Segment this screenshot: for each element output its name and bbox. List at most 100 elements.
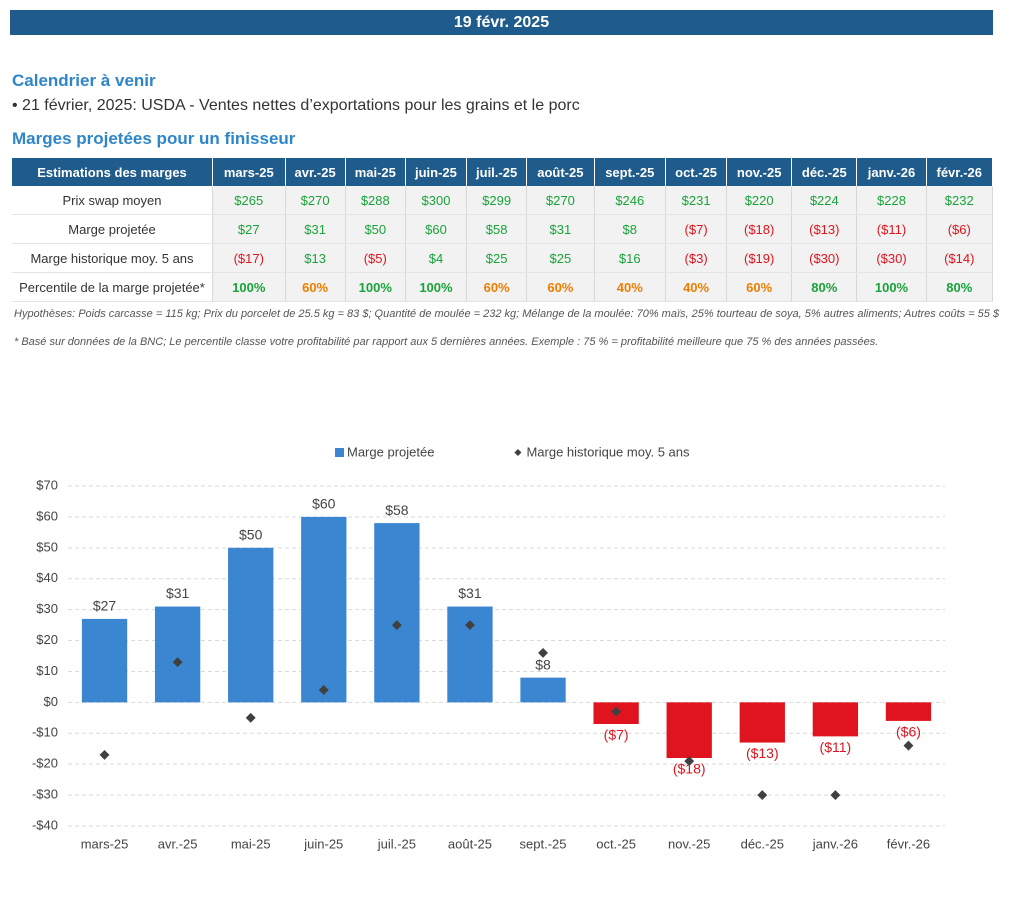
legend-swatch — [514, 448, 522, 457]
data-label: $60 — [312, 496, 336, 512]
table-row: Marge historique moy. 5 ans ($17) $13 ($5) $… — [12, 243, 994, 273]
point — [465, 620, 475, 631]
point — [538, 647, 548, 658]
cell: ($17) — [212, 243, 286, 273]
section-title: Calendrier à venir — [12, 71, 156, 90]
y-tick-label: $40 — [36, 570, 58, 585]
cell: ($5) — [345, 243, 406, 273]
cell: $4 — [405, 243, 468, 273]
bar — [228, 547, 274, 703]
point — [757, 790, 768, 801]
data-label: ($13) — [746, 745, 779, 761]
cell: $58 — [466, 214, 528, 244]
margin-table: Estimations des marges mars-25 avr.-25 mai-… — [12, 158, 994, 302]
cell: ($13) — [791, 214, 858, 244]
cell: $50 — [345, 214, 406, 244]
date-banner: 19 févr. 2025 — [10, 10, 993, 35]
row-label: Marge historique moy. 5 ans — [12, 243, 213, 273]
cell: $231 — [665, 186, 728, 215]
point — [172, 657, 183, 668]
column-header: mai-25 — [345, 158, 406, 186]
column-header: avr.-25 — [285, 158, 346, 186]
point — [903, 740, 914, 751]
point — [830, 790, 841, 801]
cell: 80% — [791, 272, 858, 302]
y-tick-label: -$40 — [32, 817, 58, 832]
cell: $27 — [212, 214, 286, 244]
y-tick-label: -$10 — [32, 725, 58, 740]
x-tick-label: juin-25 — [303, 836, 343, 851]
x-tick-label: févr.-26 — [887, 836, 930, 851]
data-label: $31 — [166, 585, 190, 601]
cell: $31 — [285, 214, 346, 244]
section-title: Marges projetées pour un finisseur — [12, 129, 296, 148]
x-tick-label: mars-25 — [81, 836, 129, 851]
cell: 60% — [526, 272, 595, 302]
bar — [739, 702, 785, 743]
data-label: $58 — [385, 502, 409, 518]
cell: ($14) — [926, 243, 994, 273]
data-label: ($6) — [896, 724, 921, 740]
data-label: $50 — [239, 527, 263, 543]
cell: ($11) — [856, 214, 927, 244]
data-label: $31 — [458, 585, 482, 601]
note: Hypothèses: Poids carcasse = 115 kg; Pri… — [14, 308, 1000, 320]
row-label: Marge projetée — [12, 214, 213, 244]
y-tick-label: -$30 — [32, 787, 58, 802]
bar — [520, 677, 566, 703]
table-row: Prix swap moyen $265 $270 $288 $300 $299 $270 $… — [12, 186, 994, 215]
cell: $288 — [345, 186, 406, 215]
x-tick-label: oct.-25 — [596, 836, 636, 851]
cell: $8 — [594, 214, 667, 244]
x-tick-label: juil.-25 — [377, 836, 416, 851]
y-tick-label: -$20 — [32, 756, 58, 771]
cell: $300 — [405, 186, 468, 215]
cell: 100% — [212, 272, 286, 302]
cell: ($3) — [665, 243, 728, 273]
point — [318, 685, 329, 695]
point — [684, 756, 695, 767]
note: * Basé sur données de la BNC; Le percent… — [14, 336, 879, 348]
cell: 40% — [594, 272, 667, 302]
cell: $60 — [405, 214, 468, 244]
bar — [301, 516, 347, 703]
x-tick-label: sept.-25 — [520, 836, 567, 851]
cell: $246 — [594, 186, 667, 215]
point — [391, 620, 402, 631]
y-tick-label: $0 — [44, 694, 58, 709]
cell: $270 — [526, 186, 595, 215]
column-header: janv.-26 — [856, 158, 927, 186]
column-header: sept.-25 — [594, 158, 667, 186]
bar — [154, 606, 201, 703]
data-label: ($7) — [604, 727, 629, 743]
column-header: Estimations des marges — [12, 158, 213, 186]
column-header: août-25 — [526, 158, 595, 186]
cell: $299 — [466, 186, 528, 215]
cell: 100% — [856, 272, 927, 302]
cell: 60% — [726, 272, 793, 302]
row-label: Percentile de la marge projetée* — [12, 272, 213, 302]
x-tick-label: août-25 — [448, 836, 492, 851]
column-header: févr.-26 — [926, 158, 994, 186]
legend-swatch — [335, 448, 344, 457]
data-label: $27 — [93, 598, 117, 614]
bar — [666, 702, 712, 758]
column-header: déc.-25 — [791, 158, 858, 186]
cell: 60% — [466, 272, 528, 302]
cell: $270 — [285, 186, 346, 215]
cell: 60% — [285, 272, 346, 302]
legend-label: Marge historique moy. 5 ans — [526, 444, 690, 459]
bar — [885, 702, 932, 721]
y-tick-label: $60 — [36, 508, 58, 523]
column-header: mars-25 — [212, 158, 286, 186]
y-tick-label: $70 — [36, 477, 58, 492]
x-tick-label: nov.-25 — [668, 836, 710, 851]
cell: ($6) — [926, 214, 994, 244]
point — [245, 712, 256, 723]
bar — [374, 523, 420, 703]
cell: 80% — [926, 272, 994, 302]
column-header: oct.-25 — [665, 158, 728, 186]
y-tick-label: $50 — [36, 539, 58, 554]
